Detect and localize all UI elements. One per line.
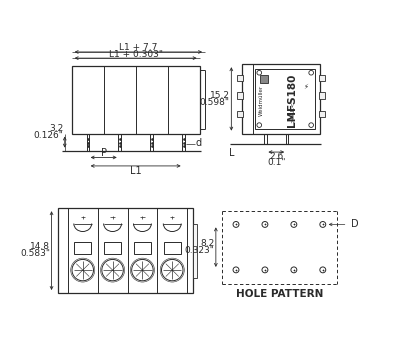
Bar — [319, 75, 325, 81]
Bar — [118, 134, 121, 151]
Bar — [260, 75, 268, 83]
Text: L: L — [229, 148, 234, 158]
Text: L1 + 0.303": L1 + 0.303" — [109, 50, 163, 59]
Text: 8.2: 8.2 — [200, 239, 214, 248]
Bar — [319, 93, 325, 99]
Text: 0.583": 0.583" — [20, 249, 50, 258]
Bar — [237, 111, 243, 117]
Bar — [193, 224, 197, 278]
Text: >PAK<: >PAK< — [290, 101, 295, 123]
Text: d: d — [196, 138, 202, 148]
Text: 14.8: 14.8 — [30, 242, 50, 251]
Circle shape — [320, 267, 326, 273]
Bar — [72, 66, 200, 134]
Bar — [237, 75, 243, 81]
Bar — [242, 64, 320, 134]
Text: 0.126": 0.126" — [33, 131, 63, 140]
Bar — [164, 242, 181, 254]
Text: L1 + 7.7: L1 + 7.7 — [119, 43, 158, 52]
Text: 15.2: 15.2 — [210, 90, 230, 100]
Text: P: P — [101, 148, 107, 158]
Text: 0.323": 0.323" — [184, 246, 214, 255]
Text: 0.1": 0.1" — [267, 158, 286, 167]
Text: ⚡: ⚡ — [303, 84, 308, 90]
Bar — [134, 242, 151, 254]
Circle shape — [320, 221, 326, 227]
Bar — [237, 93, 243, 99]
Text: HOLE PATTERN: HOLE PATTERN — [236, 289, 323, 299]
Circle shape — [233, 267, 239, 273]
Bar — [74, 242, 91, 254]
Circle shape — [291, 221, 297, 227]
Bar — [319, 111, 325, 117]
Bar — [182, 134, 185, 151]
Text: D: D — [351, 219, 358, 229]
Text: LMFS180: LMFS180 — [287, 74, 297, 127]
Circle shape — [233, 221, 239, 227]
Bar — [104, 242, 121, 254]
Bar — [286, 134, 288, 145]
Bar — [264, 134, 267, 145]
Text: 3.2: 3.2 — [49, 125, 63, 134]
Text: Weidmüller: Weidmüller — [259, 85, 264, 116]
Bar — [255, 69, 315, 129]
Bar — [58, 208, 193, 293]
Text: 2.6: 2.6 — [269, 152, 284, 161]
Circle shape — [291, 267, 297, 273]
Bar — [150, 134, 153, 151]
Bar — [86, 134, 89, 151]
Circle shape — [262, 267, 268, 273]
Text: L1: L1 — [130, 166, 142, 176]
Circle shape — [262, 221, 268, 227]
Text: 0.598": 0.598" — [200, 98, 230, 106]
